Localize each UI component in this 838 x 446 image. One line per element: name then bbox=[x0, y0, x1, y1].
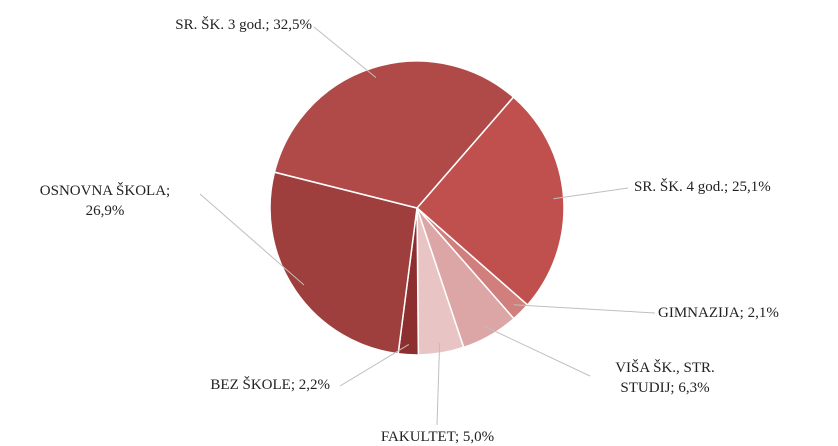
leader-line bbox=[484, 326, 591, 377]
label-separator: ; bbox=[724, 179, 732, 195]
label-value: 6,3% bbox=[678, 380, 710, 396]
label-separator: ; bbox=[290, 377, 299, 393]
leader-line bbox=[436, 342, 441, 426]
data-label: BEZ ŠKOLE; 2,2% bbox=[150, 375, 330, 395]
label-value: 2,1% bbox=[747, 305, 779, 321]
leader-line bbox=[199, 193, 305, 286]
label-category: VIŠA ŠK., STR. STUDIJ bbox=[615, 360, 715, 396]
data-label: GIMNAZIJA; 2,1% bbox=[658, 303, 838, 323]
label-value: 32,5% bbox=[273, 17, 312, 33]
data-label: SR. ŠK. 4 god.; 25,1% bbox=[634, 177, 838, 197]
pie-slice bbox=[415, 95, 565, 307]
label-category: OSNOVNA ŠKOLA bbox=[39, 183, 167, 199]
label-category: FAKULTET bbox=[380, 429, 455, 445]
label-separator: ; bbox=[739, 305, 748, 321]
label-value: 25,1% bbox=[731, 179, 771, 195]
label-value: 26,9% bbox=[85, 203, 125, 219]
data-label: SR. ŠK. 3 god.; 32,5% bbox=[80, 15, 312, 35]
label-separator: ; bbox=[265, 17, 274, 33]
leader-line bbox=[553, 187, 629, 200]
data-label: OSNOVNA ŠKOLA; 26,9% bbox=[20, 181, 190, 221]
pie-slice bbox=[273, 60, 515, 209]
label-value: 2,2% bbox=[298, 377, 330, 393]
label-separator: ; bbox=[166, 183, 171, 199]
leader-line bbox=[339, 344, 410, 387]
label-category: SR. ŠK. 3 god. bbox=[175, 17, 266, 33]
data-label: FAKULTET; 5,0% bbox=[370, 427, 505, 446]
label-separator: ; bbox=[455, 429, 463, 445]
pie-slice bbox=[269, 171, 418, 355]
data-label: VIŠA ŠK., STR. STUDIJ; 6,3% bbox=[595, 358, 735, 398]
leader-line bbox=[513, 304, 656, 314]
label-category: SR. ŠK. 4 god. bbox=[634, 179, 725, 195]
label-category: BEZ ŠKOLE bbox=[210, 377, 291, 393]
label-category: GIMNAZIJA bbox=[658, 305, 740, 321]
leader-line bbox=[313, 26, 377, 78]
label-separator: ; bbox=[670, 380, 679, 396]
label-value: 5,0% bbox=[462, 429, 495, 445]
